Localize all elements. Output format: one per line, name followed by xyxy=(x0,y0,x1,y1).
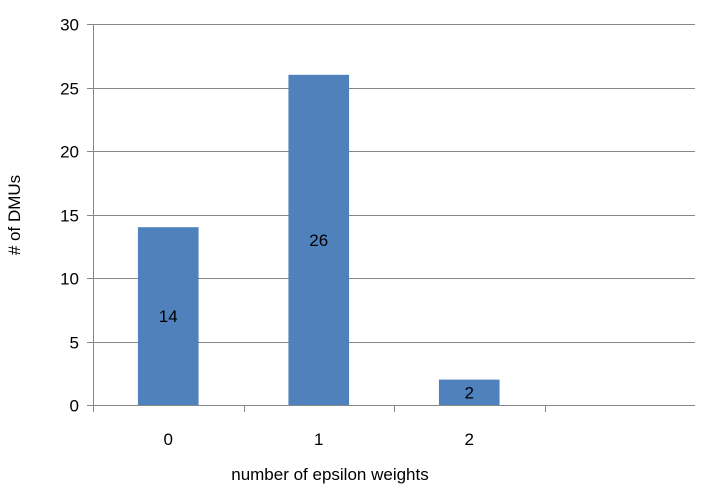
bar-1 xyxy=(288,74,350,406)
bar-0 xyxy=(137,227,199,405)
x-tick-label: 0 xyxy=(164,430,173,449)
bar-2 xyxy=(438,379,500,405)
data-label: 14 xyxy=(159,307,178,326)
axes xyxy=(87,24,695,412)
y-tick-label: 30 xyxy=(60,16,79,35)
y-tick-label: 0 xyxy=(70,397,79,416)
data-label: 26 xyxy=(309,231,328,250)
y-tick-label: 25 xyxy=(60,80,79,99)
y-tick-label: 10 xyxy=(60,270,79,289)
y-tick-label: 20 xyxy=(60,143,79,162)
x-tick-label: 2 xyxy=(465,430,474,449)
y-tick-label: 5 xyxy=(70,334,79,353)
y-axis-title: # of DMUs xyxy=(5,175,24,255)
x-axis-title: number of epsilon weights xyxy=(231,465,429,484)
tick-labels: 0 5 10 15 20 25 30 14 0 26 1 2 2 xyxy=(60,16,474,450)
data-label: 2 xyxy=(465,383,474,402)
bars xyxy=(137,74,500,406)
y-tick-label: 15 xyxy=(60,207,79,226)
x-tick-label: 1 xyxy=(314,430,323,449)
